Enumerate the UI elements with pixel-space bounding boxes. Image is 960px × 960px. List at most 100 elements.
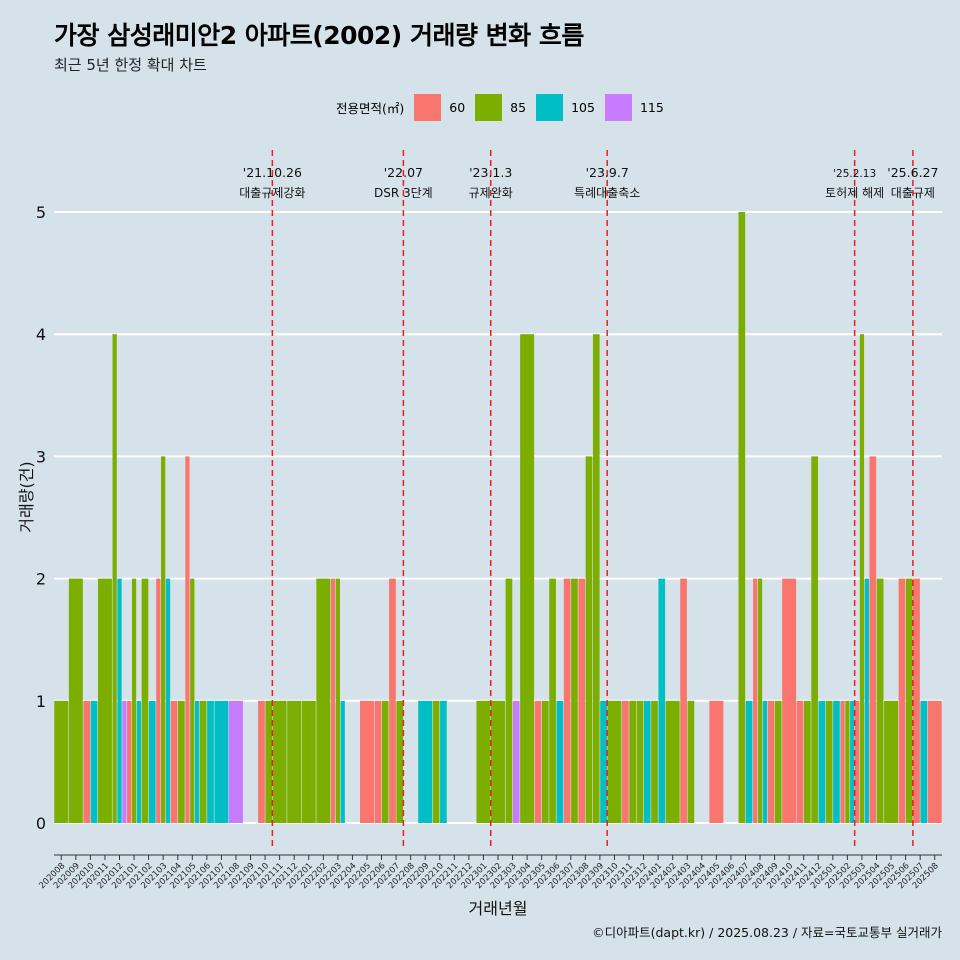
- legend-swatch-115: [604, 93, 632, 121]
- bar-202501-85: [825, 700, 833, 823]
- event-label-4: 토허제 해제: [825, 186, 884, 200]
- bar-202103-85: [161, 456, 166, 823]
- bar-202012-85: [112, 334, 117, 823]
- y-tick-label-4: 4: [36, 325, 46, 344]
- bar-202306-85: [549, 578, 556, 823]
- legend-label-85: 85: [510, 99, 527, 115]
- bar-202501-105: [833, 700, 840, 823]
- bar-202206-85: [381, 700, 389, 823]
- bar-202410-60: [782, 578, 797, 823]
- bar-202507-105: [920, 700, 928, 823]
- chart-subtitle: 최근 5년 한정 확대 차트: [54, 56, 207, 74]
- bar-202412-85: [811, 456, 818, 823]
- bar-202411-60: [796, 700, 804, 823]
- bar-202301-85: [476, 700, 491, 823]
- bar-202312-105: [643, 700, 651, 823]
- bar-202308-85: [585, 456, 593, 823]
- bar-202110-60: [258, 700, 265, 823]
- bar-202311-85: [629, 700, 636, 823]
- bar-202308-60: [578, 578, 586, 823]
- event-label-3: 특례대출축소: [574, 186, 640, 200]
- legend-label-60: 60: [449, 99, 466, 115]
- bar-202101-60: [127, 700, 132, 823]
- event-date-4: '25.2.13: [833, 168, 876, 180]
- bar-202102-105: [148, 700, 156, 823]
- bar-202203-85: [335, 578, 340, 823]
- bar-202210-85: [432, 700, 440, 823]
- bar-202210-105: [440, 700, 447, 823]
- bar-202302-85: [491, 700, 505, 823]
- legend-title: 전용면적(㎡): [336, 100, 405, 116]
- event-date-1: '22.07: [384, 165, 423, 180]
- bar-202310-85: [607, 700, 622, 823]
- bar-202106-105: [207, 700, 214, 823]
- legend-label-105: 105: [571, 99, 595, 115]
- bar-202408-105: [762, 700, 768, 823]
- bar-202507-60: [913, 578, 920, 823]
- bar-202103-105: [165, 578, 171, 823]
- bar-202405-60: [709, 700, 724, 823]
- bar-202105-60: [185, 456, 190, 823]
- x-axis-title: 거래년월: [469, 899, 528, 918]
- bar-202304-85: [520, 334, 535, 823]
- bar-202307-60: [563, 578, 571, 823]
- bar-202101-85: [131, 578, 137, 823]
- event-label-1: DSR 3단계: [374, 186, 433, 200]
- y-tick-label-0: 0: [36, 814, 46, 833]
- bar-202305-60: [534, 700, 542, 823]
- event-label-2: 규제완화: [469, 186, 513, 200]
- bar-202206-60: [374, 700, 382, 823]
- legend-item-115: 115: [604, 93, 668, 121]
- bar-202503-85: [859, 334, 865, 823]
- bar-202309-105: [600, 700, 607, 823]
- bar-202010-60: [83, 700, 91, 823]
- bar-202401-85: [651, 700, 658, 823]
- bar-202506-60: [898, 578, 906, 823]
- bar-202505-85: [884, 700, 899, 823]
- bar-202309-85: [592, 334, 600, 823]
- bar-202411-85: [804, 700, 811, 823]
- bar-202307-85: [571, 578, 578, 823]
- bar-202303-115: [512, 700, 520, 823]
- bar-202008-85: [54, 700, 69, 823]
- bar-202403-60: [680, 578, 687, 823]
- event-date-0: '21.10.26: [243, 165, 302, 180]
- bar-202502-85: [845, 700, 850, 823]
- bar-202012-115: [122, 700, 127, 823]
- bar-202108-115: [228, 700, 243, 823]
- bar-202403-85: [687, 700, 695, 823]
- bar-202112-85: [287, 700, 302, 823]
- bar-202010-105: [90, 700, 98, 823]
- source-caption: ©디아파트(dapt.kr) / 2025.08.23 / 자료=국토교통부 실…: [592, 925, 942, 940]
- bar-202102-85: [141, 578, 149, 823]
- bar-202402-85: [665, 700, 680, 823]
- bar-202408-60: [753, 578, 758, 823]
- legend-swatch-85: [475, 93, 503, 121]
- bar-202409-60: [767, 700, 775, 823]
- bar-202106-85: [199, 700, 207, 823]
- bar-202508-60: [927, 700, 942, 823]
- bar-202110-85: [265, 700, 273, 823]
- bar-202401-105: [658, 578, 666, 823]
- legend-item-105: 105: [536, 93, 599, 121]
- bar-202111-85: [272, 700, 287, 823]
- bar-202012-105: [117, 578, 122, 823]
- bar-202504-85: [876, 578, 884, 823]
- bar-202103-60: [156, 578, 161, 823]
- bar-202201-85: [301, 700, 316, 823]
- bar-202205-60: [360, 700, 374, 823]
- bar-202506-85: [905, 578, 913, 823]
- bar-202105-105: [195, 700, 200, 823]
- bar-202306-105: [556, 700, 564, 823]
- bar-202305-85: [541, 700, 549, 823]
- bar-202104-85: [178, 700, 185, 823]
- event-date-3: '23.9.7: [586, 165, 629, 180]
- bar-202009-85: [68, 578, 83, 823]
- legend-swatch-60: [414, 93, 442, 121]
- bar-202407-85: [738, 212, 746, 823]
- legend: 전용면적(㎡) 60 85 105 115: [336, 92, 674, 122]
- legend-item-85: 85: [475, 93, 530, 121]
- bar-202409-85: [774, 700, 782, 823]
- bar-202408-85: [757, 578, 763, 823]
